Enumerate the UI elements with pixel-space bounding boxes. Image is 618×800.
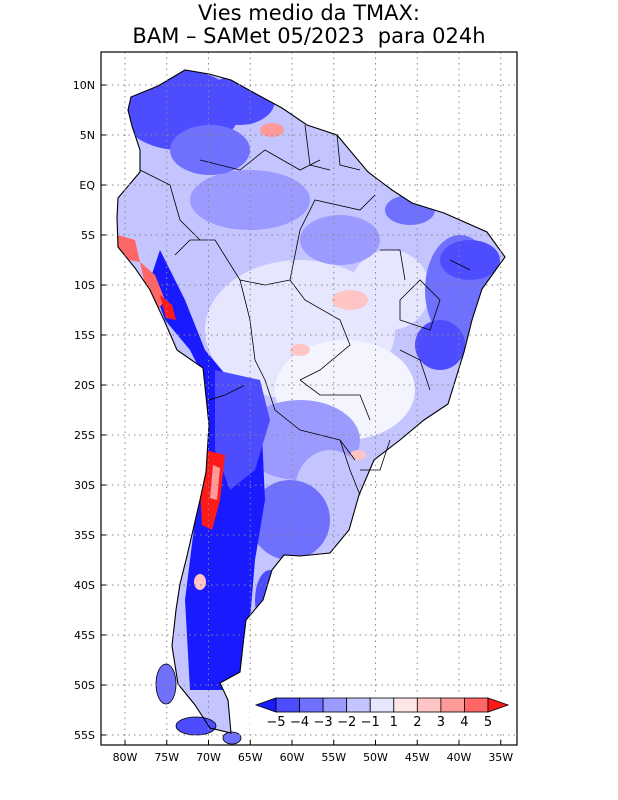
lat-tick-label: 50S: [74, 679, 95, 692]
lon-tick-label: 40W: [447, 751, 472, 764]
latitude-axis: 10N 5N EQ 5S 10S 15S 20S 25S 30S 35S 40S 45S 50S 55S: [73, 79, 106, 742]
lat-tick-label: 20S: [74, 379, 95, 392]
colorbar-label: −3: [314, 715, 333, 730]
lon-tick-label: 35W: [488, 751, 513, 764]
colorbar-label: 5: [484, 715, 492, 730]
colorbar-box: [393, 697, 418, 713]
grid-lines: [101, 52, 517, 745]
colorbar-label: 3: [437, 715, 445, 730]
lat-tick-label: 5N: [80, 129, 95, 142]
colorbar-box: [346, 697, 371, 713]
lon-tick-label: 50W: [363, 751, 388, 764]
colorbar-label: 2: [413, 715, 421, 730]
lat-tick-label: 10S: [74, 279, 95, 292]
colorbar-box: [275, 697, 300, 713]
lat-tick-label: 25S: [74, 429, 95, 442]
country-borders: [139, 124, 471, 496]
colorbar-arrow-high: [487, 697, 510, 713]
lat-tick-label: EQ: [79, 179, 95, 192]
title-line-2: BAM – SAMet 05/2023 para 024h: [132, 24, 486, 48]
lat-tick-label: 5S: [81, 229, 95, 242]
lon-tick-label: 75W: [154, 751, 179, 764]
lon-tick-label: 70W: [196, 751, 221, 764]
lon-tick-label: 65W: [238, 751, 263, 764]
colorbar-box: [322, 697, 348, 713]
title-line-1: Vies medio da TMAX:: [198, 1, 420, 25]
colorbar-box: [440, 697, 465, 713]
lon-tick-label: 80W: [113, 751, 138, 764]
map-title: Vies medio da TMAX: BAM – SAMet 05/2023 …: [0, 2, 618, 48]
colorbar-legend: −5 −4 −3 −2 −1 1 2 3 4 5: [250, 693, 514, 731]
lon-tick-label: 45W: [405, 751, 430, 764]
lat-tick-label: 35S: [74, 529, 95, 542]
colorbar-box: [299, 697, 324, 713]
lat-tick-label: 15S: [74, 329, 95, 342]
lon-tick-label: 60W: [280, 751, 305, 764]
map-frame: [100, 51, 518, 746]
colorbar-box: [416, 697, 442, 713]
lat-tick-label: 45S: [74, 629, 95, 642]
colorbar-box: [464, 697, 489, 713]
lat-tick-label: 40S: [74, 579, 95, 592]
colorbar-label: −2: [337, 715, 356, 730]
colorbar-box: [369, 697, 395, 713]
colorbar-label: −1: [361, 715, 380, 730]
lat-tick-label: 30S: [74, 479, 95, 492]
colorbar-label: 4: [460, 715, 468, 730]
colorbar-label: −4: [290, 715, 309, 730]
lon-tick-label: 55W: [321, 751, 346, 764]
colorbar-label: 1: [390, 715, 398, 730]
lat-tick-label: 10N: [73, 79, 95, 92]
longitude-axis: 80W 75W 70W 65W 60W 55W 50W 45W 40W 35W: [113, 740, 513, 764]
colorbar-label: −5: [266, 715, 285, 730]
lat-tick-label: 55S: [74, 729, 95, 742]
